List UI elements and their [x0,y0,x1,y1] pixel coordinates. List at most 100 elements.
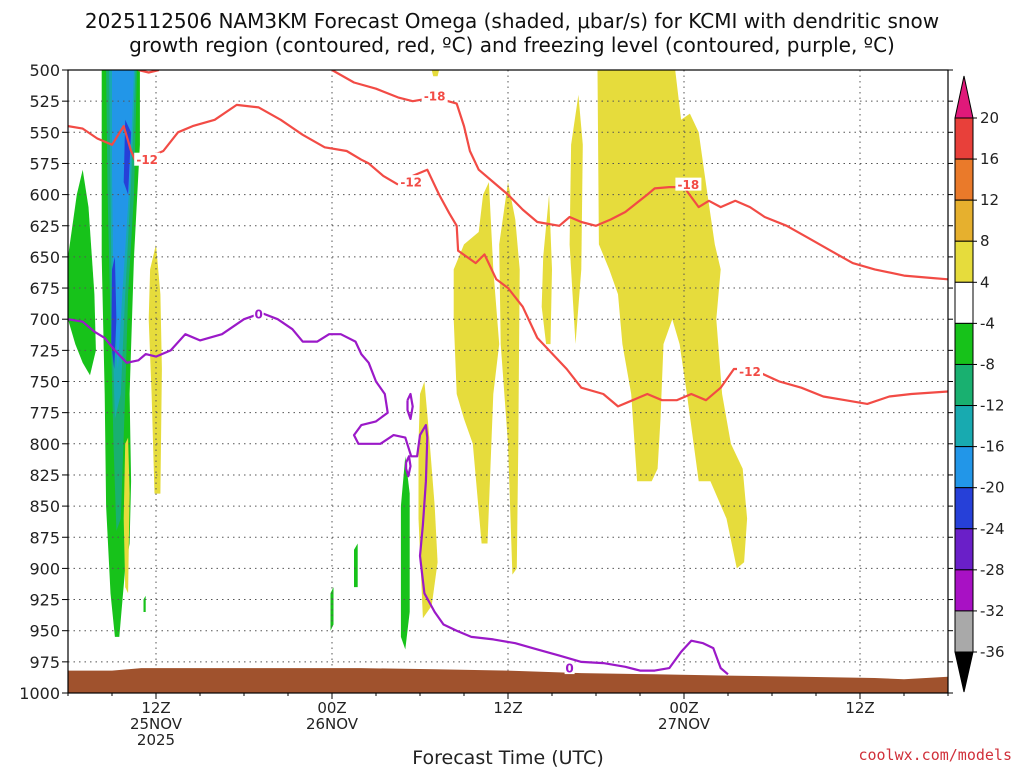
contour-label: -12 [400,176,422,190]
credit-text: coolwx.com/models [858,746,1012,764]
omega-upward-green-left [68,169,96,376]
colorbar-top-triangle [954,75,974,119]
y-tick-label: 775 [29,404,60,423]
dendritic-contour--12 [412,168,948,408]
freezing-level-contour [68,311,729,676]
x-tick-label: 12Z [845,699,874,717]
colorbar-bin [954,322,974,365]
terrain-layer [68,668,948,693]
x-tick-label: 25NOV [130,715,183,733]
omega-upward-green-small-3 [354,543,358,588]
y-tick-label: 750 [29,373,60,392]
omega-shading [68,70,748,650]
y-tick-label: 875 [29,528,60,547]
omega-downward-yellow-2 [123,437,130,594]
colorbar-label: -4 [980,314,995,332]
colorbar-bin [954,528,974,571]
omega-downward-yellow-3 [431,70,440,77]
dendritic-contour--18 [331,70,684,227]
y-tick-label: 700 [29,310,60,329]
y-tick-label: 675 [29,279,60,298]
contour-label-bg [398,175,425,189]
contour-label-bg [421,89,448,103]
x-tick-label: 12Z [141,699,170,717]
x-tick-label: 2025 [137,731,175,749]
y-tick-label: 650 [29,248,60,267]
colorbar-label: 16 [980,150,999,168]
y-tick-label: 950 [29,622,60,641]
colorbar: 20 16 12 8 4 -4 -8 -12 -16 -20 -24 -28 -32 -36 [954,75,1005,693]
terrain-ground [68,668,948,693]
title-line-1: 2025112506 NAM3KM Forecast Omega (shaded… [85,9,939,33]
colorbar-bin [954,363,974,407]
omega-downward-yellow-9 [597,70,748,569]
colorbar-bin [954,281,974,324]
y-tick-label: 575 [29,154,60,173]
omega-upward-green-small-1 [143,595,146,612]
colorbar-bottom-triangle [954,651,974,693]
chart-title: 2025112506 NAM3KM Forecast Omega (shaded… [85,9,939,57]
colorbar-label: 20 [980,109,999,127]
colorbar-label: 12 [980,191,999,209]
contour-labels: -12 -12 -18 -18 -12 0 0 [134,89,763,676]
colorbar-label: -28 [980,561,1005,579]
y-tick-label: 600 [29,186,60,205]
colorbar-bin [954,199,974,242]
colorbar-bin [954,610,974,653]
contour-label-bg [564,661,575,675]
x-tick-label: 27NOV [658,715,711,733]
x-tick-label: 12Z [493,699,522,717]
freezing-level-contour [406,392,414,420]
dendritic-contour--12 [68,103,399,186]
colorbar-label: -36 [980,643,1005,661]
contour-label: -18 [424,90,446,104]
omega-upward-darkblue-core [123,119,132,195]
colorbar-bin [954,405,974,448]
y-axis: 500 525 550 575 600 625 650 675 700 725 750 775 800 8… [19,61,953,703]
contour-label-bg [675,177,702,191]
colorbar-label: 4 [980,273,990,291]
grid-lines [68,70,948,693]
colorbar-bin [954,240,974,283]
colorbar-bin [954,117,974,160]
y-tick-label: 925 [29,591,60,610]
x-axis-label: Forecast Time (UTC) [412,747,603,768]
contour-label-bg [253,307,264,321]
y-tick-label: 725 [29,341,60,360]
dendritic-contour--12 [138,70,160,74]
y-tick-label: 550 [29,123,60,142]
x-tick-label: 26NOV [306,715,359,733]
omega-downward-yellow-6 [499,182,520,575]
contour-label: 0 [565,662,573,676]
y-tick-label: 850 [29,497,60,516]
title-line-2: growth region (contoured, red, ºC) and f… [129,33,895,57]
omega-upward-darkblue-lower [111,256,117,369]
colorbar-bin [954,158,974,201]
colorbar-label: -12 [980,397,1005,415]
contour-label: 0 [254,308,262,322]
contour-label-bg [134,152,161,166]
colorbar-label: -20 [980,479,1005,497]
y-tick-label: 825 [29,466,60,485]
y-tick-label: 1000 [19,684,60,703]
omega-downward-yellow-1 [148,244,162,494]
contour-label: -18 [678,178,700,192]
colorbar-bin [954,487,974,530]
contours [68,70,948,676]
y-tick-label: 500 [29,61,60,80]
y-tick-label: 900 [29,559,60,578]
y-tick-label: 625 [29,217,60,236]
y-tick-label: 975 [29,653,60,672]
colorbar-label: -8 [980,355,995,373]
colorbar-bin [954,446,974,489]
freezing-level-contour [405,455,412,478]
colorbar-label: -24 [980,520,1005,538]
dendritic-contour--18 [683,186,948,281]
omega-downward-yellow-4 [418,381,438,619]
contour-label: -12 [136,153,158,167]
omega-upward-green-small-2 [330,587,334,631]
omega-downward-yellow-5 [453,182,500,544]
colorbar-label: -32 [980,602,1005,620]
